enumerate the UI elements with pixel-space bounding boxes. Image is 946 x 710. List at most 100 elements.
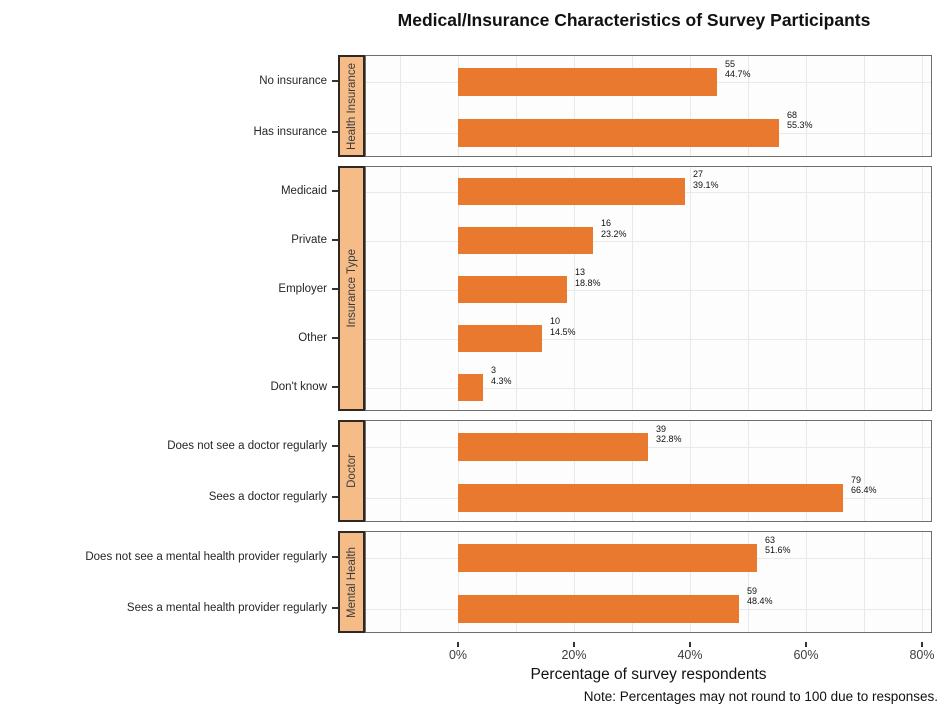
bar-mental-health <box>458 543 757 572</box>
y-tick-mark <box>332 189 338 192</box>
gridline-vertical <box>806 532 807 632</box>
y-tick-mark <box>332 606 338 609</box>
y-label-row: Medicaid <box>0 166 338 215</box>
bar-percent: 4.3% <box>491 375 512 386</box>
y-axis-label: Sees a doctor regularly <box>208 490 327 503</box>
bar-insurance-type <box>458 325 542 352</box>
x-tick-mark <box>689 642 691 647</box>
x-axis: 0% 20% 40% 60% 80% <box>365 642 935 666</box>
panel-row: 63 51.6% <box>366 532 931 583</box>
facet-strip-doctor: Doctor <box>338 420 365 522</box>
facet-health-insurance: No insurance Has insurance Health Insuranc… <box>0 55 946 157</box>
panel-row: 68 55.3% <box>366 107 931 156</box>
x-tick-mark <box>805 642 807 647</box>
bar-value-label: 39 32.8% <box>656 424 682 445</box>
chart-title: Medical/Insurance Characteristics of Sur… <box>397 10 871 30</box>
bar-value-label: 59 48.4% <box>747 586 773 607</box>
bar-value-label: 3 4.3% <box>491 365 512 386</box>
y-axis-label: Private <box>291 233 327 246</box>
y-axis-label: Employer <box>278 282 327 295</box>
gridline-vertical <box>748 532 749 632</box>
gridline-horizontal <box>366 289 931 291</box>
gridline-vertical <box>458 56 459 156</box>
y-label-row: Does not see a doctor regularly <box>0 420 338 471</box>
bar-percent: 23.2% <box>601 228 627 239</box>
gridline-vertical <box>574 56 575 156</box>
x-tick-label: 20% <box>561 648 587 662</box>
bar-insurance-type <box>458 276 567 303</box>
gridline-vertical <box>922 421 923 521</box>
bar-value-label: 13 18.8% <box>575 267 601 288</box>
gridline-vertical <box>400 421 401 521</box>
gridline-vertical <box>806 56 807 156</box>
facet-strip-label: Mental Health <box>345 546 358 618</box>
gridline-vertical <box>516 56 517 156</box>
gridline-vertical <box>864 56 865 156</box>
bar-percent: 32.8% <box>656 434 682 444</box>
y-tick-mark <box>332 238 338 241</box>
gridline-vertical <box>516 532 517 632</box>
panel-row: 59 48.4% <box>366 583 931 632</box>
bar-count: 39 <box>656 423 667 434</box>
bar-value-label: 79 66.4% <box>851 475 877 496</box>
gridline-vertical <box>748 56 749 156</box>
facet-panel-health-insurance: 55 44.7% 68 55.3% <box>365 55 932 157</box>
y-axis-label: No insurance <box>259 74 327 87</box>
gridline-vertical <box>864 167 865 410</box>
bar-health-insurance <box>458 67 717 96</box>
y-label-row: Employer <box>0 264 338 313</box>
y-axis-labels: Does not see a doctor regularly Sees a do… <box>0 420 338 522</box>
x-tick-mark <box>457 642 459 647</box>
x-tick-label: 0% <box>448 648 468 662</box>
x-tick-mark <box>573 642 575 647</box>
y-axis-labels: No insurance Has insurance <box>0 55 338 157</box>
facet-panel-mental-health: 63 51.6% 59 48.4% <box>365 531 932 633</box>
gridline-vertical <box>864 421 865 521</box>
bar-percent: 66.4% <box>851 485 877 495</box>
y-label-row: Don't know <box>0 362 338 411</box>
bar-value-label: 27 39.1% <box>693 169 719 190</box>
bar-insurance-type <box>458 374 483 401</box>
facet-strip-mental-health: Mental Health <box>338 531 365 633</box>
bar-percent: 14.5% <box>550 326 576 337</box>
panel-row: 27 39.1% <box>366 167 931 216</box>
bar-count: 16 <box>601 218 612 228</box>
gridline-vertical <box>400 167 401 410</box>
x-tick-label: 40% <box>677 648 703 662</box>
panel-row: 13 18.8% <box>366 265 931 314</box>
y-tick-mark <box>332 444 338 447</box>
panel-row: 55 44.7% <box>366 56 931 107</box>
y-axis-label: Other <box>298 331 327 344</box>
gridline-vertical <box>922 56 923 156</box>
y-tick-mark <box>332 130 338 133</box>
y-axis-labels: Does not see a mental health provider re… <box>0 531 338 633</box>
gridline-vertical <box>632 167 633 410</box>
gridline-vertical <box>690 421 691 521</box>
y-tick-mark <box>332 336 338 339</box>
y-tick-mark <box>332 555 338 558</box>
gridline-vertical <box>632 56 633 156</box>
gridline-horizontal <box>366 446 931 448</box>
gridline-vertical <box>458 421 459 521</box>
gridline-vertical <box>690 56 691 156</box>
bar-count: 3 <box>491 365 497 375</box>
gridline-vertical <box>922 532 923 632</box>
bar-count: 55 <box>725 58 736 69</box>
bar-value-label: 55 44.7% <box>725 59 751 80</box>
y-axis-label: Does not see a doctor regularly <box>167 439 327 452</box>
facet-strip-health-insurance: Health Insurance <box>338 55 365 157</box>
gridline-vertical <box>574 421 575 521</box>
x-tick-label: 60% <box>793 648 819 662</box>
gridline-vertical <box>516 421 517 521</box>
bar-value-label: 10 14.5% <box>550 316 576 337</box>
gridline-vertical <box>400 56 401 156</box>
y-tick-mark <box>332 495 338 498</box>
panel-row: 3 4.3% <box>366 363 931 410</box>
bar-doctor <box>458 483 843 512</box>
y-label-row: Other <box>0 313 338 362</box>
y-axis-label: Don't know <box>270 380 327 393</box>
bar-percent: 39.1% <box>693 179 719 190</box>
y-axis-label: Medicaid <box>280 184 327 197</box>
y-tick-mark <box>332 79 338 82</box>
